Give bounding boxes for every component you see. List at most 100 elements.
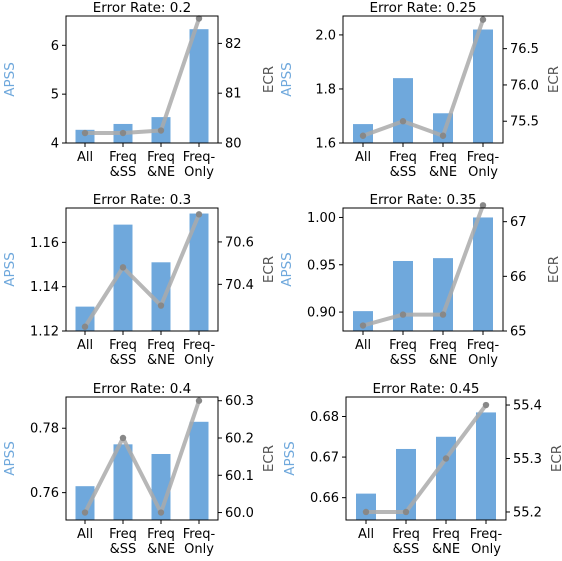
left-tick-label-3: 2.0 <box>315 28 336 43</box>
y-axis-label-left: APSS <box>2 252 18 287</box>
ecr-point-4 <box>482 401 490 409</box>
chart-title: Error Rate: 0.4 <box>93 381 191 397</box>
plot-frame <box>65 15 219 144</box>
left-tick-label-2: 0.78 <box>30 422 59 437</box>
y-axis-label-left: APSS <box>2 441 18 476</box>
left-tick-label-3: 1.00 <box>307 211 336 226</box>
left-tick-label-1: 0.66 <box>310 491 339 506</box>
right-tick-label-2: 55.3 <box>513 452 542 467</box>
bar-2 <box>393 78 413 143</box>
y-axis-label-right: ECR <box>261 445 277 472</box>
y-axis-label-right: ECR <box>549 445 562 472</box>
ecr-point-2 <box>119 434 127 442</box>
bar-4 <box>473 217 493 331</box>
ecr-point-3 <box>439 311 447 318</box>
bar-3 <box>436 436 456 520</box>
x-tick-label-2: Freq &SS <box>109 527 137 557</box>
ecr-point-3 <box>157 127 165 134</box>
left-tick-label-3: 0.68 <box>310 410 339 425</box>
chart-title: Error Rate: 0.3 <box>93 192 191 208</box>
left-tick-label-3: 1.16 <box>30 236 59 251</box>
x-tick-label-1: All <box>355 338 371 353</box>
y-axis-label-right: ECR <box>546 66 562 93</box>
right-tick-label-1: 75.5 <box>510 115 539 130</box>
right-tick-label-2: 70.6 <box>225 235 254 250</box>
x-tick-label-3: Freq &NE <box>429 150 457 180</box>
ecr-point-1 <box>81 323 89 330</box>
plot-frame <box>342 15 504 144</box>
left-tick-label-3: 6 <box>51 39 59 54</box>
x-tick-label-3: Freq &NE <box>147 338 175 368</box>
bar-1 <box>75 486 95 520</box>
left-tick-label-2: 1.8 <box>315 82 336 97</box>
ecr-line <box>362 18 485 138</box>
ecr-point-1 <box>362 508 370 516</box>
plot-frame <box>65 207 219 332</box>
bar-2 <box>393 260 413 331</box>
bar-2 <box>113 224 133 331</box>
ecr-point-4 <box>195 397 203 404</box>
left-tick-label-1: 0.90 <box>307 306 336 321</box>
chart-title: Error Rate: 0.2 <box>93 0 191 16</box>
bar-4 <box>189 213 209 331</box>
chart-title: Error Rate: 0.35 <box>369 192 476 208</box>
x-tick-label-3: Freq &NE <box>432 527 460 557</box>
y-axis-label-right: ECR <box>261 66 277 93</box>
y-axis-label-right: ECR <box>261 256 277 283</box>
right-tick-label-3: 76.5 <box>510 42 539 57</box>
left-tick-label-2: 0.67 <box>310 451 339 466</box>
x-tick-label-2: Freq &SS <box>392 527 420 557</box>
y-axis-label-left: APSS <box>282 441 298 476</box>
ecr-point-3 <box>157 509 165 516</box>
ecr-point-3 <box>439 132 447 139</box>
right-tick-label-2: 81 <box>225 87 242 102</box>
chart-title: Error Rate: 0.45 <box>372 381 479 397</box>
bar-4 <box>473 29 493 144</box>
x-tick-label-4: Freq-Only <box>467 338 500 368</box>
right-tick-label-1: 65 <box>510 325 527 340</box>
chart-panel-3: 1.12 1.14 1.16 70.4 70.6 All Freq &SS Freq &NE Fre… <box>2 192 277 368</box>
bar-1 <box>75 306 95 331</box>
ecr-point-2 <box>399 311 407 318</box>
chart-panel-4: 0.90 0.95 1.00 65 66 67 All Freq &SS Freq &NE Freq-… <box>279 192 562 368</box>
right-tick-label-1: 55.2 <box>513 505 542 520</box>
left-tick-label-1: 1.6 <box>315 137 336 152</box>
x-tick-label-3: Freq &NE <box>147 527 175 557</box>
ecr-point-4 <box>195 211 203 218</box>
right-tick-label-4: 60.3 <box>225 394 254 409</box>
x-tick-label-4: Freq-Only <box>183 150 216 180</box>
ecr-point-2 <box>399 118 407 125</box>
bar-1 <box>356 493 376 520</box>
x-tick-label-3: Freq &NE <box>147 150 175 180</box>
ecr-line <box>362 204 485 328</box>
ecr-point-1 <box>81 129 89 137</box>
ecr-point-4 <box>195 15 203 22</box>
ecr-line <box>85 17 201 136</box>
left-tick-label-1: 1.12 <box>30 325 59 340</box>
x-tick-label-2: Freq &SS <box>109 150 137 180</box>
left-tick-label-2: 0.95 <box>307 258 336 273</box>
ecr-line <box>366 403 488 514</box>
bar-4 <box>476 412 496 520</box>
x-tick-label-2: Freq &SS <box>389 338 417 368</box>
chart-title: Error Rate: 0.25 <box>369 0 476 16</box>
ecr-point-2 <box>402 508 410 516</box>
plot-frame <box>65 396 219 521</box>
bar-3 <box>151 262 171 331</box>
right-tick-label-1: 60.0 <box>225 506 254 521</box>
bar-2 <box>113 444 133 520</box>
chart-panel-2: 1.6 1.8 2.0 75.5 76.0 76.5 All Freq &SS Freq &NE Fr… <box>279 0 562 180</box>
x-tick-label-4: Freq-Only <box>470 527 503 557</box>
x-tick-label-2: Freq &SS <box>109 338 137 368</box>
ecr-point-3 <box>442 455 450 462</box>
ecr-point-2 <box>119 129 127 137</box>
x-tick-label-1: All <box>358 527 374 542</box>
right-tick-label-2: 66 <box>510 270 527 285</box>
right-tick-label-3: 60.2 <box>225 432 254 447</box>
ecr-point-2 <box>119 264 127 271</box>
right-tick-label-2: 76.0 <box>510 78 539 93</box>
ecr-point-1 <box>81 509 89 516</box>
ecr-line <box>83 213 201 328</box>
x-tick-label-4: Freq-Only <box>183 527 216 557</box>
right-tick-label-3: 67 <box>510 215 527 230</box>
